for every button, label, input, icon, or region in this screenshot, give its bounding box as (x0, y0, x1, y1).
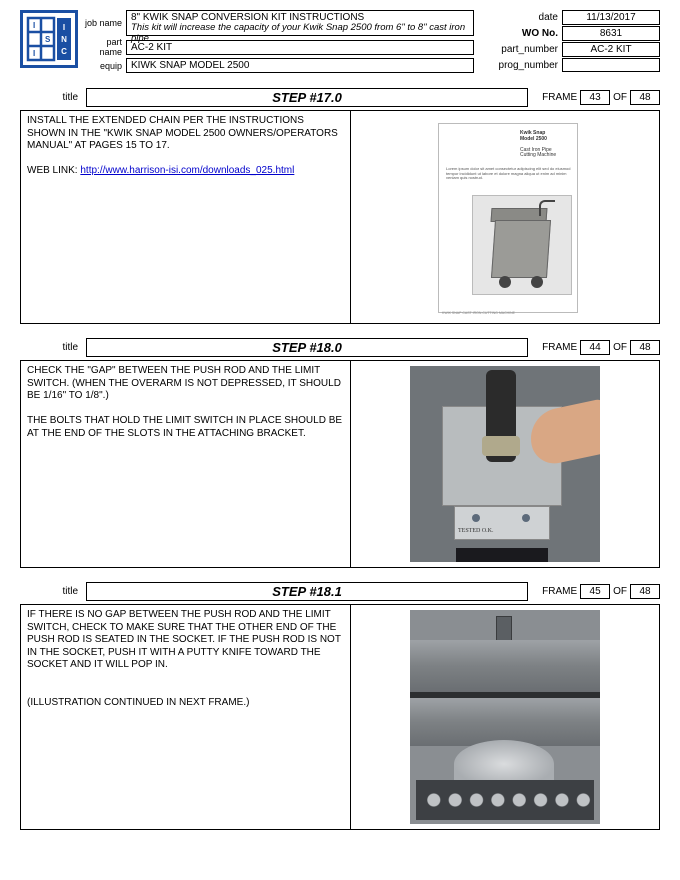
title-label: title (20, 92, 82, 103)
header-mid: job name 8" KWIK SNAP CONVERSION KIT INS… (84, 10, 474, 74)
document-header: I S I I N C job name 8" KWIK SNAP CONVER… (20, 10, 660, 74)
step-titlebar: title STEP #17.0 FRAME 43 OF 48 (20, 88, 660, 107)
frame-total: 48 (630, 340, 660, 355)
manual-illustration: Kwik SnapModel 2500Cast Iron PipeCutting… (420, 117, 590, 317)
step-instruction: CHECK THE "GAP" BETWEEN THE PUSH ROD AND… (27, 365, 344, 403)
of-label: OF (613, 342, 627, 353)
part-name-label: part name (84, 37, 122, 57)
svg-text:N: N (61, 35, 67, 44)
step-instruction: INSTALL THE EXTENDED CHAIN PER THE INSTR… (27, 115, 344, 153)
step-instruction: IF THERE IS NO GAP BETWEEN THE PUSH ROD … (27, 609, 344, 672)
date-label: date (480, 12, 558, 23)
frame-label: FRAME (542, 342, 577, 353)
title-label: title (20, 586, 82, 597)
prognum-value (562, 58, 660, 72)
frame-label: FRAME (542, 586, 577, 597)
step-body: CHECK THE "GAP" BETWEEN THE PUSH ROD AND… (20, 360, 660, 568)
title-label: title (20, 342, 82, 353)
frame-number: 44 (580, 340, 610, 355)
job-name-box: 8" KWIK SNAP CONVERSION KIT INSTRUCTIONS… (126, 10, 474, 36)
svg-text:C: C (61, 47, 67, 56)
step-text: CHECK THE "GAP" BETWEEN THE PUSH ROD AND… (21, 361, 351, 567)
page: I S I I N C job name 8" KWIK SNAP CONVER… (0, 0, 680, 840)
step-body: INSTALL THE EXTENDED CHAIN PER THE INSTR… (20, 110, 660, 324)
svg-text:I: I (63, 23, 65, 32)
frame-number: 45 (580, 584, 610, 599)
web-link[interactable]: http://www.harrison-isi.com/downloads_02… (80, 165, 294, 176)
of-label: OF (613, 586, 627, 597)
step-image: Kwik SnapModel 2500Cast Iron PipeCutting… (351, 111, 659, 323)
logo-icon: I S I I N C (20, 10, 78, 68)
step-body: IF THERE IS NO GAP BETWEEN THE PUSH ROD … (20, 604, 660, 830)
step-instruction: THE BOLTS THAT HOLD THE LIMIT SWITCH IN … (27, 415, 344, 440)
step-image: TESTED O.K. (351, 361, 659, 567)
pipe-illustration (410, 610, 600, 824)
step-text: IF THERE IS NO GAP BETWEEN THE PUSH ROD … (21, 605, 351, 829)
step-instruction: (ILLUSTRATION CONTINUED IN NEXT FRAME.) (27, 697, 344, 710)
step-title: STEP #18.0 (86, 338, 528, 357)
equip-value: KIWK SNAP MODEL 2500 (126, 58, 474, 73)
prognum-label: prog_number (480, 60, 558, 71)
frame-area: FRAME 44 OF 48 (542, 340, 660, 355)
step-image (351, 605, 659, 829)
svg-text:I: I (33, 21, 35, 30)
wo-value: 8631 (562, 26, 660, 41)
frame-label: FRAME (542, 92, 577, 103)
frame-area: FRAME 43 OF 48 (542, 90, 660, 105)
equip-label: equip (84, 61, 122, 71)
step-title: STEP #18.1 (86, 582, 528, 601)
step-titlebar: title STEP #18.1 FRAME 45 OF 48 (20, 582, 660, 601)
frame-total: 48 (630, 584, 660, 599)
part-name-value: AC-2 KIT (126, 40, 474, 55)
header-right: date 11/13/2017 WO No. 8631 part_number … (480, 10, 660, 74)
job-name-label: job name (84, 18, 122, 28)
step-titlebar: title STEP #18.0 FRAME 44 OF 48 (20, 338, 660, 357)
switch-illustration: TESTED O.K. (410, 366, 600, 562)
frame-total: 48 (630, 90, 660, 105)
wo-label: WO No. (480, 28, 558, 39)
weblink-label: WEB LINK: (27, 165, 78, 176)
partnum-value: AC-2 KIT (562, 42, 660, 57)
svg-text:S: S (45, 35, 51, 44)
date-value: 11/13/2017 (562, 10, 660, 25)
step-text: INSTALL THE EXTENDED CHAIN PER THE INSTR… (21, 111, 351, 323)
frame-area: FRAME 45 OF 48 (542, 584, 660, 599)
of-label: OF (613, 92, 627, 103)
logo: I S I I N C (20, 10, 78, 74)
svg-text:I: I (33, 49, 35, 58)
partnum-label: part_number (480, 44, 558, 55)
step-title: STEP #17.0 (86, 88, 528, 107)
frame-number: 43 (580, 90, 610, 105)
